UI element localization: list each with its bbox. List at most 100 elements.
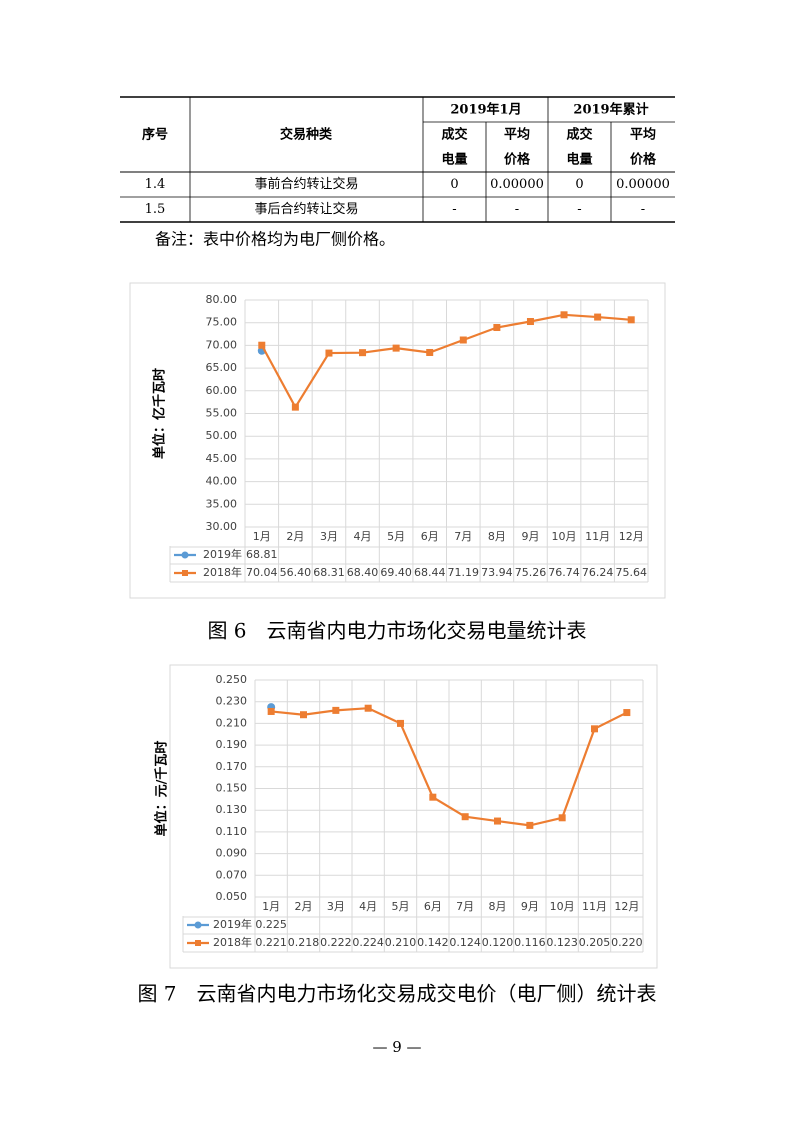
data-table-value: 0.123 xyxy=(546,936,578,949)
y-tick-label: 60.00 xyxy=(206,384,238,397)
point xyxy=(627,316,635,324)
point xyxy=(623,709,631,717)
data-table-value: 0.205 xyxy=(579,936,611,949)
y-tick-label: 75.00 xyxy=(206,316,238,329)
legend-marker xyxy=(194,921,202,929)
data-table-value: 68.81 xyxy=(246,548,278,561)
x-tick-label: 11月 xyxy=(585,530,610,543)
point xyxy=(494,817,501,825)
x-tick-label: 3月 xyxy=(320,530,338,543)
point xyxy=(426,348,434,356)
y-tick-label: 30.00 xyxy=(206,520,238,533)
data-table-value: 0.120 xyxy=(482,936,514,949)
table-cell: 1.5 xyxy=(145,202,166,217)
table-cell: 1.4 xyxy=(145,177,166,192)
data-table-value: 73.94 xyxy=(481,566,513,579)
data-table-value: 69.40 xyxy=(380,566,412,579)
table-cell: 事后合约转让交易 xyxy=(254,201,358,217)
x-tick-label: 1月 xyxy=(262,900,280,913)
x-tick-label: 7月 xyxy=(456,900,474,913)
table-cell: 0.00000 xyxy=(616,177,670,192)
table-cell: 0.00000 xyxy=(490,177,544,192)
x-tick-label: 10月 xyxy=(552,530,577,543)
data-table-value: 0.224 xyxy=(352,936,384,949)
table-cell: - xyxy=(641,202,645,217)
note: 备注：表中价格均为电厂侧价格。 xyxy=(155,230,395,249)
y-tick-label: 45.00 xyxy=(206,452,238,465)
x-tick-label: 9月 xyxy=(521,900,539,913)
legend-label: 2018年 xyxy=(203,565,242,579)
x-tick-label: 7月 xyxy=(454,530,472,543)
data-table-value: 76.74 xyxy=(548,566,580,579)
point xyxy=(594,313,602,321)
data-table-value: 68.40 xyxy=(347,566,379,579)
y-tick-label: 0.250 xyxy=(216,673,248,686)
x-tick-label: 6月 xyxy=(421,530,439,543)
y-tick-label: 35.00 xyxy=(206,497,238,510)
point xyxy=(461,813,469,821)
x-tick-label: 9月 xyxy=(521,530,539,543)
point xyxy=(493,324,501,332)
figure-caption: 图 7 云南省内电力市场化交易成交电价（电厂侧）统计表 xyxy=(137,982,656,1006)
y-tick-label: 55.00 xyxy=(206,407,238,420)
point xyxy=(332,706,340,714)
data-table-value: 56.40 xyxy=(280,566,312,579)
y-tick-label: 50.00 xyxy=(206,429,238,442)
point xyxy=(526,821,534,829)
table-cell: - xyxy=(452,202,456,217)
x-tick-label: 6月 xyxy=(424,900,442,913)
y-axis-label: 单位：元/千瓦时 xyxy=(154,741,170,837)
y-tick-label: 0.230 xyxy=(216,695,248,708)
y-tick-label: 0.170 xyxy=(216,760,248,773)
x-tick-label: 3月 xyxy=(327,900,345,913)
point xyxy=(591,725,598,733)
table-subheader: 平均 xyxy=(630,127,656,143)
data-table-value: 0.116 xyxy=(514,936,546,949)
y-tick-label: 0.190 xyxy=(216,738,248,751)
data-table-value: 68.44 xyxy=(414,566,446,579)
table-header: 2019年累计 xyxy=(573,102,648,118)
page-number: — 9 — xyxy=(372,1038,421,1056)
point xyxy=(560,311,568,319)
x-tick-label: 5月 xyxy=(392,900,410,913)
y-label-group: 单位：亿千瓦时 xyxy=(152,368,168,459)
y-tick-label: 0.150 xyxy=(216,782,248,795)
point xyxy=(267,707,275,715)
point xyxy=(558,814,566,822)
point xyxy=(526,318,534,326)
y-tick-label: 0.110 xyxy=(216,825,248,838)
y-tick-label: 40.00 xyxy=(206,475,238,488)
point xyxy=(258,341,266,349)
y-tick-label: 0.090 xyxy=(216,847,248,860)
x-tick-label: 12月 xyxy=(614,900,639,913)
y-tick-label: 0.050 xyxy=(216,890,248,903)
data-table-value: 70.04 xyxy=(246,566,278,579)
x-tick-label: 1月 xyxy=(253,530,271,543)
point xyxy=(429,793,437,801)
legend-label: 2019年 xyxy=(213,917,252,931)
table-subheader: 成交 xyxy=(566,127,592,143)
data-table-value: 75.64 xyxy=(615,566,647,579)
data-table-value: 68.31 xyxy=(313,566,345,579)
series-line xyxy=(271,707,628,827)
legend-marker xyxy=(195,940,201,946)
table-cell: 事前合约转让交易 xyxy=(254,176,358,192)
x-tick-label: 10月 xyxy=(550,900,575,913)
data-table-value: 0.210 xyxy=(385,936,417,949)
data-table-value: 71.19 xyxy=(448,566,480,579)
data-table-value: 0.222 xyxy=(320,936,352,949)
x-tick-label: 5月 xyxy=(387,530,405,543)
point xyxy=(291,403,299,411)
point xyxy=(392,344,400,352)
data-table-value: 0.225 xyxy=(255,918,287,931)
y-label-group: 单位：元/千瓦时 xyxy=(154,741,170,837)
data-table-value: 76.24 xyxy=(582,566,614,579)
series-line xyxy=(260,313,632,410)
data-table-value: 0.142 xyxy=(417,936,449,949)
table-cell: 0 xyxy=(450,177,458,192)
table-header: 序号 xyxy=(142,127,168,143)
table-subheader: 价格 xyxy=(504,152,531,168)
figure-caption: 图 6 云南省内电力市场化交易电量统计表 xyxy=(207,619,586,643)
